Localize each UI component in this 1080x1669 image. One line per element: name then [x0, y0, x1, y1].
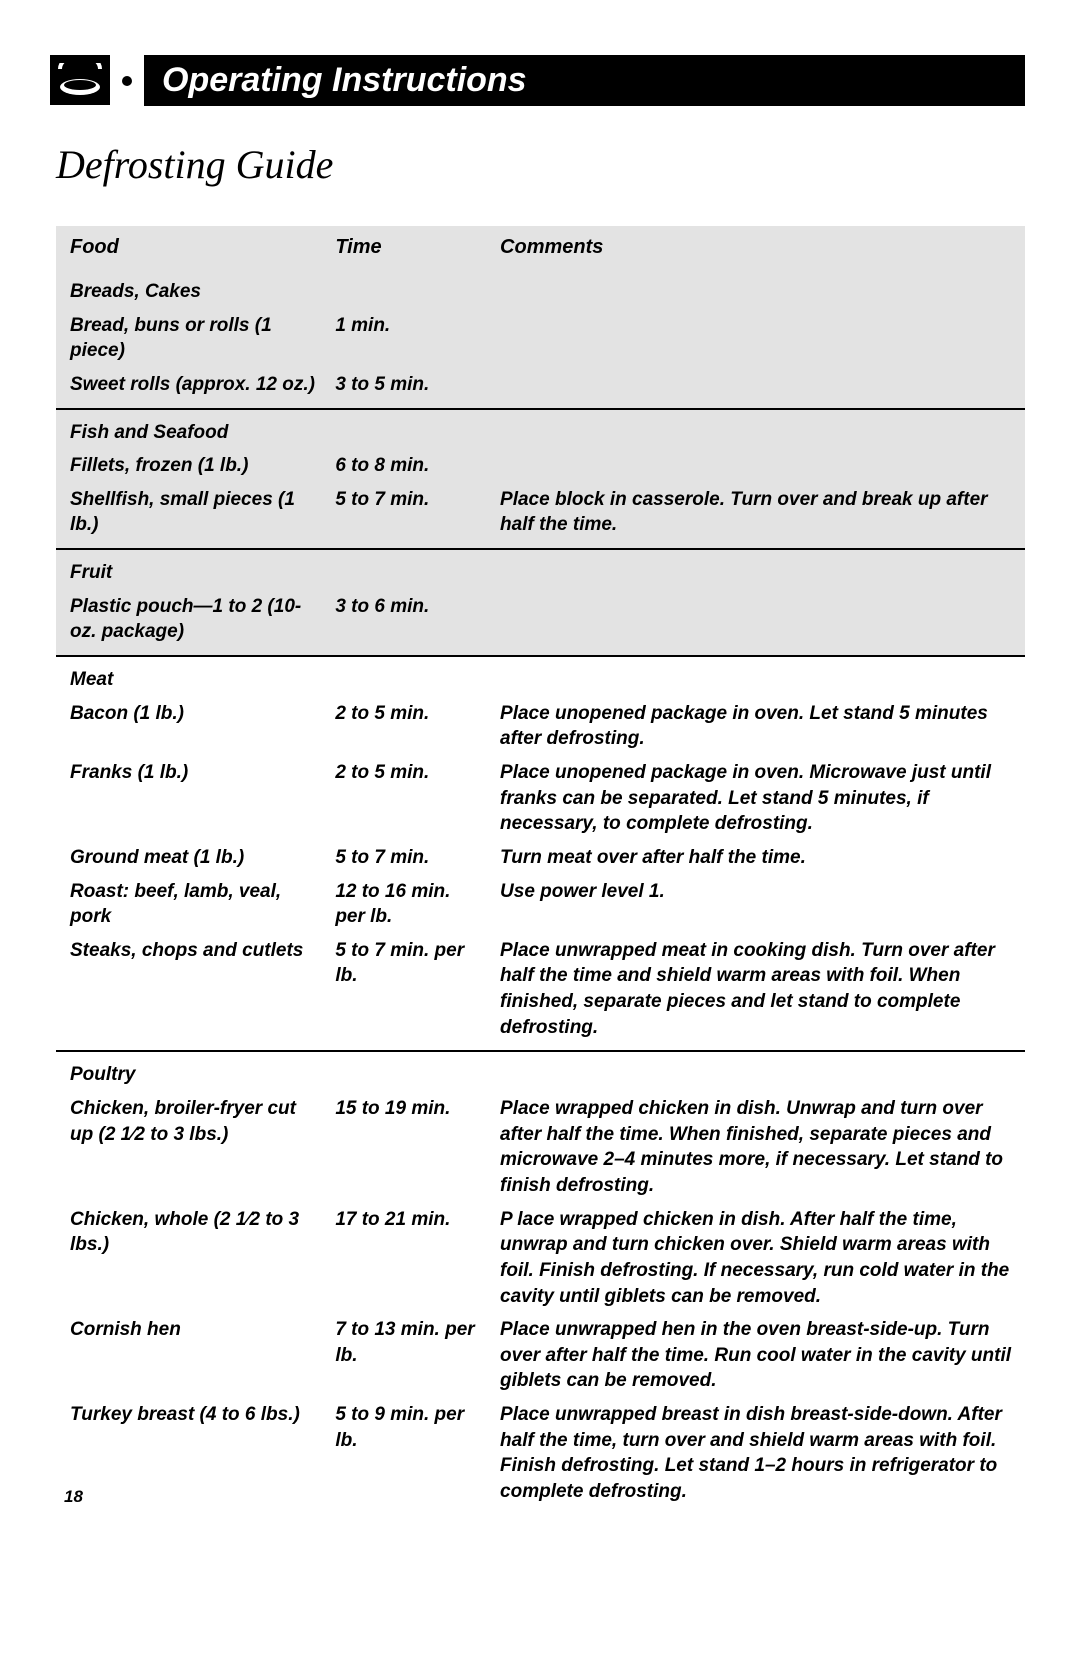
subtitle: Defrosting Guide — [56, 141, 1025, 188]
table-header-row: Food Time Comments — [56, 226, 1025, 269]
comments-cell — [492, 368, 1025, 409]
category-label: Fruit — [56, 549, 327, 590]
comments-cell: Place block in casserole. Turn over and … — [492, 483, 1025, 549]
time-cell: 5 to 7 min. per lb. — [327, 934, 492, 1052]
time-cell: 3 to 6 min. — [327, 590, 492, 656]
col-food: Food — [56, 226, 327, 269]
food-cell: Chicken, broiler-fryer cut up (2 1⁄2 to … — [56, 1092, 327, 1203]
comments-cell: Place unopened package in oven. Microwav… — [492, 756, 1025, 841]
time-cell: 6 to 8 min. — [327, 449, 492, 483]
table-row: Plastic pouch—1 to 2 (10-oz. package)3 t… — [56, 590, 1025, 656]
food-cell: Turkey breast (4 to 6 lbs.) — [56, 1398, 327, 1515]
food-cell: Ground meat (1 lb.) — [56, 841, 327, 875]
header-bar: Operating Instructions — [50, 55, 1025, 106]
table-row: Bread, buns or rolls (1 piece)1 min. — [56, 309, 1025, 368]
time-cell: 2 to 5 min. — [327, 697, 492, 756]
table-row: Roast: beef, lamb, veal, pork12 to 16 mi… — [56, 875, 1025, 934]
table-row: Steaks, chops and cutlets5 to 7 min. per… — [56, 934, 1025, 1052]
col-comments: Comments — [492, 226, 1025, 269]
food-cell: Cornish hen — [56, 1313, 327, 1398]
food-cell: Steaks, chops and cutlets — [56, 934, 327, 1052]
comments-cell — [492, 590, 1025, 656]
table-row: Chicken, whole (2 1⁄2 to 3 lbs.)17 to 21… — [56, 1203, 1025, 1314]
table-row: Franks (1 lb.)2 to 5 min.Place unopened … — [56, 756, 1025, 841]
time-cell: 12 to 16 min. per lb. — [327, 875, 492, 934]
page: Operating Instructions Defrosting Guide … — [0, 0, 1080, 1545]
time-cell: 7 to 13 min. per lb. — [327, 1313, 492, 1398]
time-cell: 17 to 21 min. — [327, 1203, 492, 1314]
food-cell: Bacon (1 lb.) — [56, 697, 327, 756]
time-cell: 2 to 5 min. — [327, 756, 492, 841]
time-cell: 5 to 7 min. — [327, 841, 492, 875]
table-row: Sweet rolls (approx. 12 oz.)3 to 5 min. — [56, 368, 1025, 409]
page-number: 18 — [64, 1487, 83, 1507]
category-row: Meat — [56, 656, 1025, 697]
category-label: Fish and Seafood — [56, 409, 327, 450]
comments-cell: Place unwrapped meat in cooking dish. Tu… — [492, 934, 1025, 1052]
comments-cell: Place unwrapped hen in the oven breast-s… — [492, 1313, 1025, 1398]
time-cell: 5 to 7 min. — [327, 483, 492, 549]
defrosting-table: Food Time Comments Breads, CakesBread, b… — [56, 226, 1025, 1515]
category-label: Poultry — [56, 1051, 327, 1092]
time-cell: 15 to 19 min. — [327, 1092, 492, 1203]
comments-cell — [492, 309, 1025, 368]
comments-cell: Use power level 1. — [492, 875, 1025, 934]
table-row: Cornish hen7 to 13 min. per lb.Place unw… — [56, 1313, 1025, 1398]
comments-cell: Turn meat over after half the time. — [492, 841, 1025, 875]
category-label: Meat — [56, 656, 327, 697]
comments-cell: Place wrapped chicken in dish. Unwrap an… — [492, 1092, 1025, 1203]
food-cell: Chicken, whole (2 1⁄2 to 3 lbs.) — [56, 1203, 327, 1314]
category-row: Fish and Seafood — [56, 409, 1025, 450]
food-cell: Roast: beef, lamb, veal, pork — [56, 875, 327, 934]
dot-icon — [122, 76, 132, 86]
table-row: Shellfish, small pieces (1 lb.)5 to 7 mi… — [56, 483, 1025, 549]
category-row: Poultry — [56, 1051, 1025, 1092]
category-label: Breads, Cakes — [56, 269, 327, 309]
table-row: Chicken, broiler-fryer cut up (2 1⁄2 to … — [56, 1092, 1025, 1203]
time-cell: 5 to 9 min. per lb. — [327, 1398, 492, 1515]
food-cell: Shellfish, small pieces (1 lb.) — [56, 483, 327, 549]
table-row: Fillets, frozen (1 lb.)6 to 8 min. — [56, 449, 1025, 483]
comments-cell — [492, 449, 1025, 483]
comments-cell: P lace wrapped chicken in dish. After ha… — [492, 1203, 1025, 1314]
table-row: Ground meat (1 lb.)5 to 7 min.Turn meat … — [56, 841, 1025, 875]
category-row: Fruit — [56, 549, 1025, 590]
col-time: Time — [327, 226, 492, 269]
table-row: Bacon (1 lb.)2 to 5 min.Place unopened p… — [56, 697, 1025, 756]
table-row: Turkey breast (4 to 6 lbs.)5 to 9 min. p… — [56, 1398, 1025, 1515]
food-cell: Plastic pouch—1 to 2 (10-oz. package) — [56, 590, 327, 656]
header-title: Operating Instructions — [144, 55, 1025, 106]
food-cell: Bread, buns or rolls (1 piece) — [56, 309, 327, 368]
oven-icon — [50, 55, 110, 105]
category-row: Breads, Cakes — [56, 269, 1025, 309]
time-cell: 3 to 5 min. — [327, 368, 492, 409]
food-cell: Sweet rolls (approx. 12 oz.) — [56, 368, 327, 409]
time-cell: 1 min. — [327, 309, 492, 368]
comments-cell: Place unwrapped breast in dish breast-si… — [492, 1398, 1025, 1515]
food-cell: Franks (1 lb.) — [56, 756, 327, 841]
food-cell: Fillets, frozen (1 lb.) — [56, 449, 327, 483]
comments-cell: Place unopened package in oven. Let stan… — [492, 697, 1025, 756]
